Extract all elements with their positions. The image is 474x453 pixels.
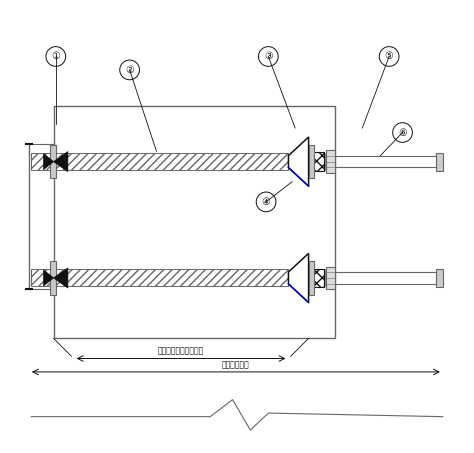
Bar — [314, 153, 325, 170]
Bar — [31, 270, 289, 286]
Polygon shape — [44, 270, 54, 286]
Text: 墙厚（某置）: 墙厚（某置） — [222, 360, 250, 369]
Bar — [311, 152, 324, 171]
Text: ②: ② — [125, 65, 134, 75]
Text: ④: ④ — [262, 197, 271, 207]
Bar — [326, 267, 336, 289]
Bar — [436, 269, 443, 287]
Bar — [50, 261, 56, 295]
Polygon shape — [54, 268, 68, 288]
Text: ⑥: ⑥ — [398, 128, 407, 138]
Bar — [50, 145, 56, 178]
Bar — [314, 270, 325, 286]
Polygon shape — [289, 137, 309, 186]
Bar — [436, 153, 443, 171]
Bar — [309, 261, 314, 295]
Text: ①: ① — [51, 52, 60, 62]
Text: ③: ③ — [264, 52, 273, 62]
Polygon shape — [54, 152, 68, 172]
Bar — [326, 150, 336, 173]
Polygon shape — [289, 253, 309, 303]
Bar — [311, 269, 324, 287]
Polygon shape — [44, 154, 54, 170]
Text: ⑤: ⑤ — [385, 52, 393, 62]
Bar — [309, 145, 314, 178]
Bar — [31, 153, 289, 170]
Bar — [54, 106, 336, 338]
Text: 混凝土支模模板内表面: 混凝土支模模板内表面 — [158, 346, 204, 355]
